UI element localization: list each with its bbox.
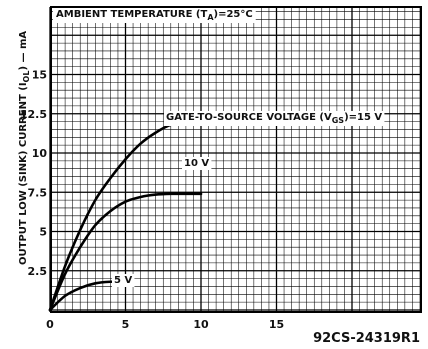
series-label-5v-text: 5 V [114, 275, 132, 286]
chart-title-text: AMBIENT TEMPERATURE (TA)=25°C [56, 9, 253, 22]
series-label-10v: 10 V [182, 157, 212, 170]
x-tick-label: 15 [269, 318, 284, 331]
y-axis-label: OUTPUT LOW (SINK) CURRENT (IOL) — mA [18, 31, 31, 265]
series-label-10v-text: 10 V [184, 158, 209, 169]
x-tick-label: 10 [193, 318, 209, 331]
y-tick-label: 2.5 [28, 265, 48, 278]
y-tick-label: 10 [32, 147, 48, 160]
x-tick-label: 0 [46, 318, 54, 331]
y-tick-label: 15 [32, 69, 47, 82]
major-grid [49, 7, 421, 312]
series-line-2 [48, 280, 127, 312]
x-tick-label: 5 [122, 318, 130, 331]
y-tick-label: 7.5 [28, 186, 48, 199]
plot-frame [50, 6, 422, 313]
minor-grid [51, 7, 421, 312]
y-tick-label: 5 [39, 226, 47, 239]
series-label-5v: 5 V [112, 274, 135, 287]
y-tick-labels: 2.5 5 7.5 10 12.5 15 [20, 69, 47, 278]
y-tick-label: 12.5 [20, 108, 47, 121]
series-line-1 [48, 192, 203, 312]
series-label-15v-text: GATE-TO-SOURCE VOLTAGE (VGS)=15 V [166, 112, 382, 125]
chart-title: AMBIENT TEMPERATURE (TA)=25°C [53, 8, 256, 23]
figure-code: 92CS-24319R1 [313, 331, 420, 346]
x-tick-labels: 0 5 10 15 [46, 318, 284, 331]
series-label-15v: GATE-TO-SOURCE VOLTAGE (VGS)=15 V [164, 111, 385, 126]
